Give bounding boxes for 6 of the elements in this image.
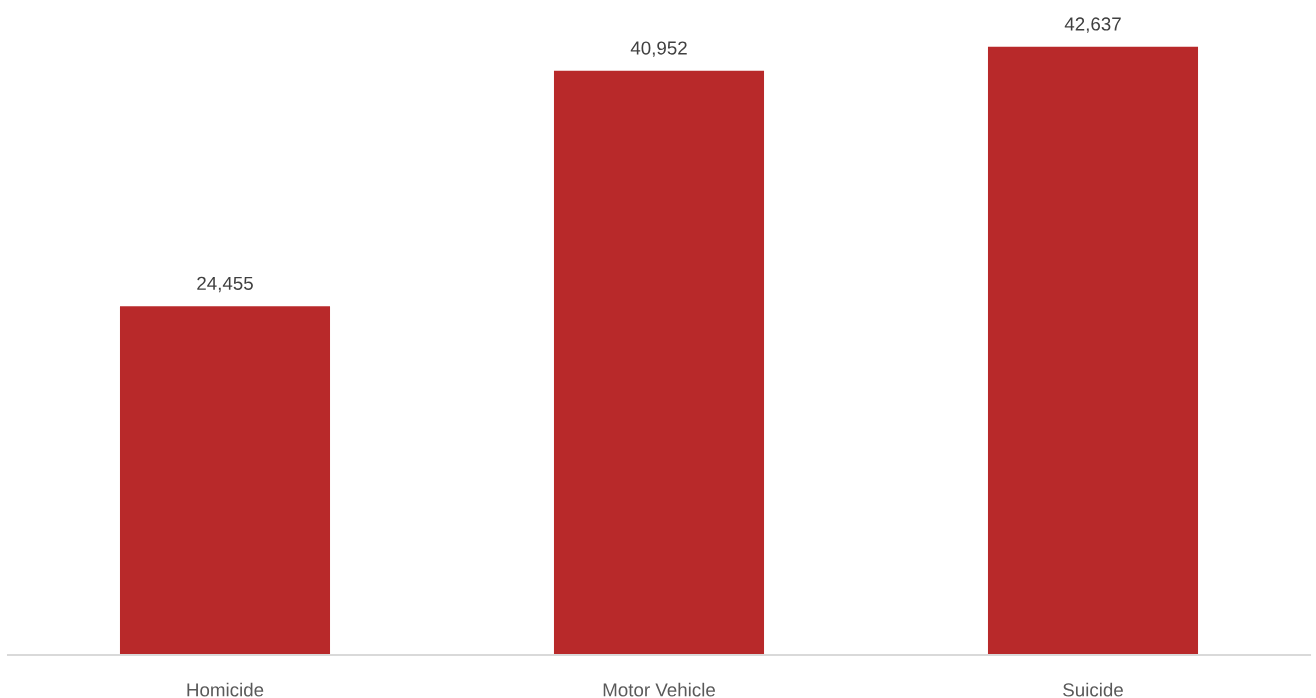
x-tick-label: Suicide: [1063, 682, 1123, 697]
x-tick-label: Motor Vehicle: [603, 682, 715, 697]
data-label: 42,637: [1064, 17, 1121, 33]
data-label: 40,952: [630, 41, 687, 57]
x-tick-label: Homicide: [187, 682, 264, 697]
data-label: 24,455: [197, 276, 253, 293]
